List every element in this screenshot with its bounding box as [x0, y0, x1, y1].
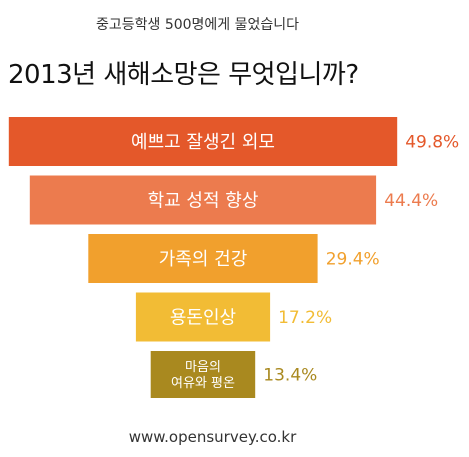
bar-label-2: 학교 성적 향상	[148, 191, 259, 212]
bar-5	[150, 351, 256, 398]
chart-title: 2013년 새해소망은 무엇입니까?	[8, 60, 359, 90]
bar-label-5: 마음의 여유와 평온	[171, 360, 235, 391]
bar-label-3: 가족의 건강	[159, 249, 248, 270]
bar-3	[88, 234, 318, 283]
bar-label-1: 예쁘고 잘생긴 외모	[131, 132, 275, 153]
bar-2	[29, 175, 377, 225]
value-label-3: 29.4%	[326, 250, 380, 270]
value-label-2: 44.4%	[384, 191, 438, 211]
bar-label-4: 용돈인상	[170, 308, 236, 329]
value-label-5: 13.4%	[263, 366, 317, 386]
bar-4	[135, 292, 271, 342]
bar-1	[8, 117, 398, 166]
value-label-4: 17.2%	[278, 308, 332, 328]
source-url: www.opensurvey.co.kr	[128, 428, 297, 446]
chart-subtitle: 중고등학생 500명에게 물었습니다	[95, 17, 300, 33]
value-label-1: 49.8%	[405, 133, 459, 153]
